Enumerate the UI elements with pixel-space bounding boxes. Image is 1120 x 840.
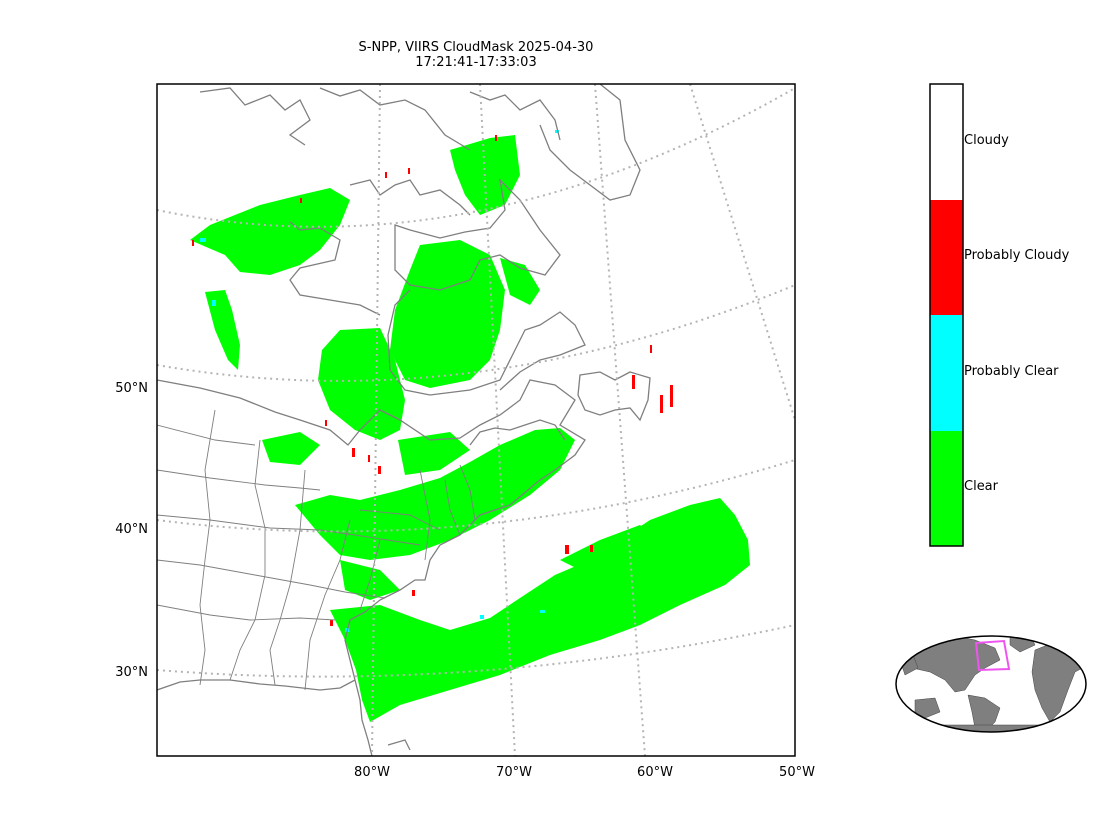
lat-tick-label: 40°N — [115, 522, 148, 537]
map-title-line2: 17:21:41-17:33:03 — [415, 55, 537, 70]
swath-clear-region — [190, 188, 350, 275]
state-borders — [157, 409, 476, 691]
swath-clear-region — [500, 258, 540, 305]
inset-region-box — [974, 639, 1011, 672]
inset-globe — [895, 635, 1087, 733]
lon-tick-label: 60°W — [637, 765, 673, 780]
colorbar-label-probably-cloudy: Probably Cloudy — [964, 248, 1070, 263]
lon-tick-label: 80°W — [354, 765, 390, 780]
inset-land-antarctica — [896, 724, 1086, 732]
colorbar-label-probably-clear: Probably Clear — [964, 364, 1059, 379]
swath-speckles — [192, 130, 673, 632]
swath-clear-region — [262, 432, 320, 465]
map-title-line1: S-NPP, VIIRS CloudMask 2025-04-30 — [358, 40, 594, 55]
swath-clear-region — [295, 428, 575, 560]
swath-clear-region — [398, 432, 470, 475]
graticule — [157, 84, 795, 756]
lat-tick-labels: 50°N 40°N 30°N — [115, 381, 148, 680]
colorbar-swatch-probably-cloudy — [930, 200, 963, 315]
map-frame — [156, 83, 796, 757]
coastlines — [157, 84, 651, 756]
colorbar-label-cloudy: Cloudy — [964, 133, 1009, 148]
colorbar-label-clear: Clear — [964, 479, 998, 494]
swath-clear-region — [560, 525, 660, 575]
lon-tick-label: 50°W — [779, 765, 815, 780]
lat-tick-label: 50°N — [115, 381, 148, 396]
lon-tick-labels: 80°W 70°W 60°W 50°W — [354, 765, 815, 780]
inset-globe-outline — [895, 635, 1087, 733]
colorbar-swatch-clear — [930, 431, 963, 546]
lon-tick-label: 70°W — [496, 765, 532, 780]
swath-clear-region — [205, 290, 240, 370]
colorbar — [929, 83, 964, 547]
colorbar-frame — [929, 83, 964, 547]
inset-land-australia — [914, 697, 941, 719]
colorbar-swatch-probably-clear — [930, 315, 963, 431]
lat-tick-label: 30°N — [115, 665, 148, 680]
map-panel — [157, 84, 795, 756]
colorbar-swatch-cloudy — [930, 84, 963, 200]
swath-clear-region — [390, 240, 505, 388]
